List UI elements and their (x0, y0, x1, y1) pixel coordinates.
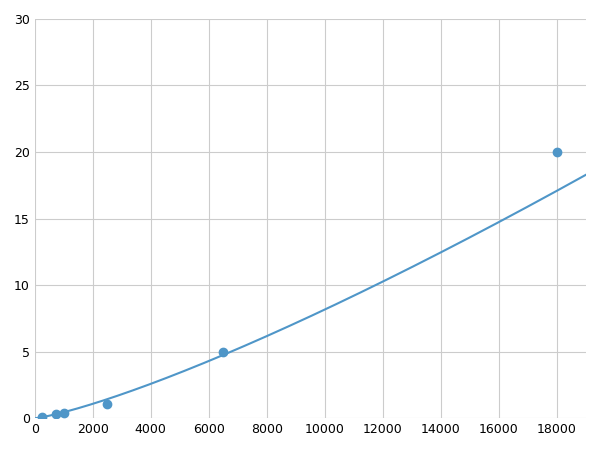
Point (59, 410, 68, 417)
Point (218, 348, 228, 356)
Point (37, 413, 47, 420)
Point (552, 148, 562, 156)
Point (52, 411, 61, 418)
Point (103, 400, 112, 407)
